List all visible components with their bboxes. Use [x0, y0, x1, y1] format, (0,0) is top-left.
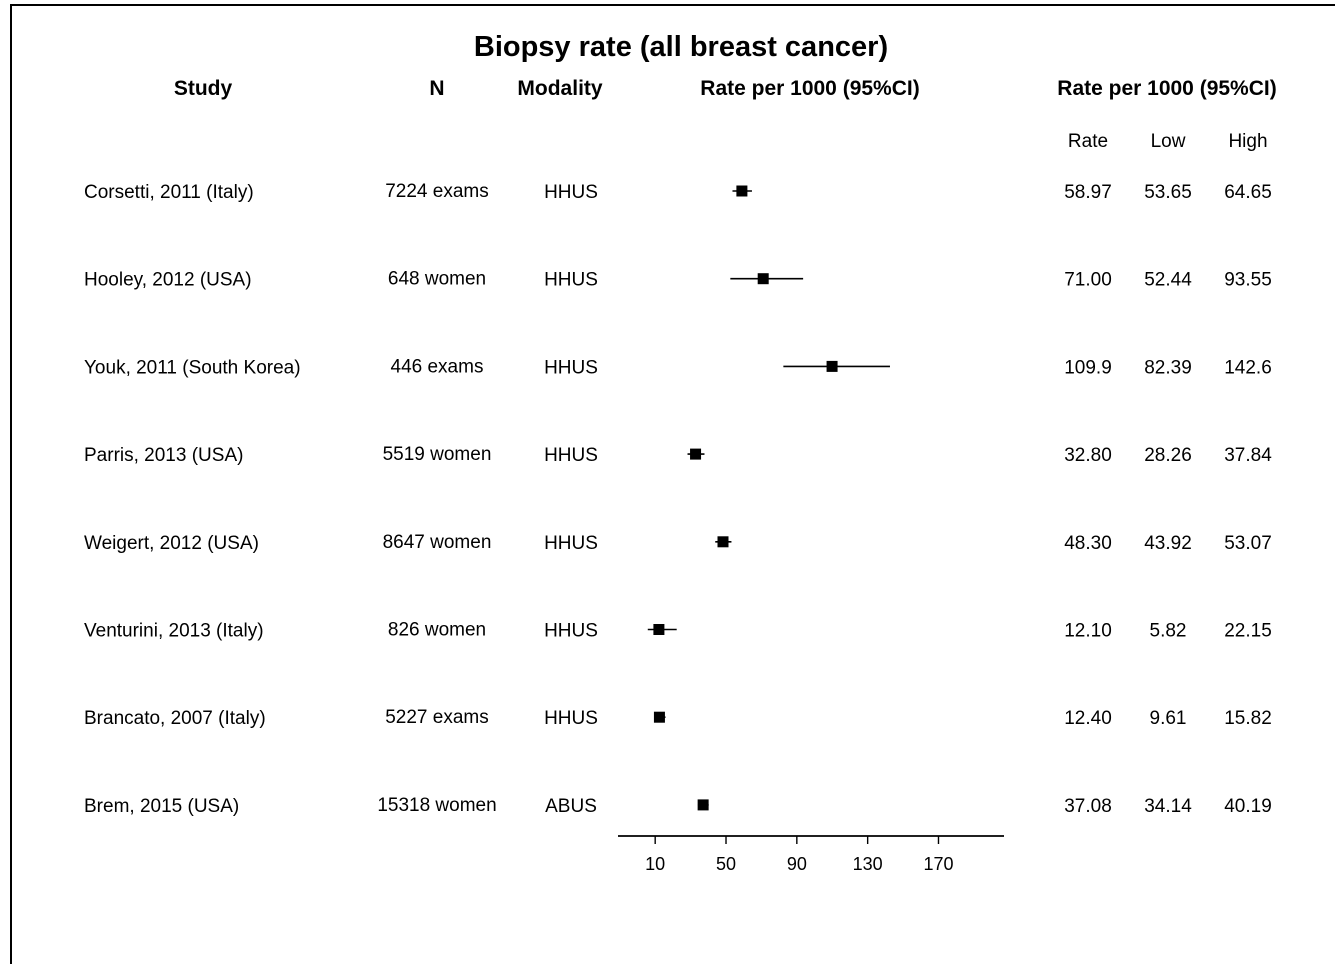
sample-size: 8647 women [383, 532, 492, 553]
high-value: 37.84 [1224, 445, 1272, 466]
x-tick-label: 90 [787, 854, 807, 874]
rate-value: 48.30 [1064, 533, 1112, 554]
rate-value: 71.00 [1064, 270, 1112, 291]
modality-label: ABUS [545, 796, 597, 817]
x-axis: 10 50 90 130 170 [618, 835, 1004, 874]
study-label: Brancato, 2007 (Italy) [84, 708, 266, 729]
high-value: 22.15 [1224, 621, 1272, 642]
modality-label: HHUS [544, 708, 598, 729]
study-label: Weigert, 2012 (USA) [84, 533, 259, 554]
rate-marker [697, 799, 709, 811]
modality-label: HHUS [544, 270, 598, 291]
rate-marker [826, 360, 838, 372]
rate-marker [653, 711, 665, 723]
sample-size: 648 women [388, 269, 486, 290]
low-value: 34.14 [1144, 796, 1192, 817]
x-tick-label: 130 [853, 854, 883, 874]
rate-marker [717, 536, 729, 548]
modality-label: HHUS [544, 621, 598, 642]
header-plot: Rate per 1000 (95%CI) [700, 77, 919, 100]
subheader-high: High [1228, 131, 1267, 152]
rate-marker [690, 448, 702, 460]
rate-value: 109.9 [1064, 357, 1112, 378]
modality-label: HHUS [544, 533, 598, 554]
sample-size: 446 exams [391, 356, 484, 377]
study-label: Hooley, 2012 (USA) [84, 270, 252, 291]
modality-label: HHUS [544, 445, 598, 466]
high-value: 142.6 [1224, 357, 1272, 378]
header-modality: Modality [517, 77, 602, 100]
rate-value: 58.97 [1064, 182, 1112, 203]
low-value: 82.39 [1144, 357, 1192, 378]
low-value: 9.61 [1150, 708, 1187, 729]
x-tick-label: 50 [716, 854, 736, 874]
rate-value: 32.80 [1064, 445, 1112, 466]
chart-title: Biopsy rate (all breast cancer) [474, 31, 888, 63]
rate-value: 12.10 [1064, 621, 1112, 642]
low-value: 28.26 [1144, 445, 1192, 466]
high-value: 53.07 [1224, 533, 1272, 554]
low-value: 43.92 [1144, 533, 1192, 554]
study-label: Corsetti, 2011 (Italy) [84, 182, 254, 203]
study-label: Youk, 2011 (South Korea) [84, 357, 301, 378]
study-rows: Corsetti, 2011 (Italy) 7224 exams HHUS 58.9… [84, 181, 1272, 817]
sample-size: 5227 exams [385, 707, 489, 728]
rate-marker [653, 624, 665, 635]
rate-marker [736, 185, 748, 197]
header-n: N [429, 77, 444, 100]
figure-frame [10, 4, 1335, 964]
study-label: Parris, 2013 (USA) [84, 445, 243, 466]
high-value: 40.19 [1224, 796, 1272, 817]
subheader-rate: Rate [1068, 131, 1108, 152]
subheader-low: Low [1151, 131, 1186, 152]
sample-size: 5519 women [383, 444, 492, 465]
rate-value: 37.08 [1064, 796, 1112, 817]
header-table: Rate per 1000 (95%CI) [1057, 77, 1276, 100]
low-value: 5.82 [1150, 621, 1187, 642]
rate-value: 12.40 [1064, 708, 1112, 729]
x-tick-label: 10 [645, 854, 665, 874]
sample-size: 15318 women [377, 795, 496, 816]
low-value: 53.65 [1144, 182, 1192, 203]
high-value: 15.82 [1224, 708, 1272, 729]
header-study: Study [174, 77, 233, 100]
modality-label: HHUS [544, 182, 598, 203]
high-value: 93.55 [1224, 270, 1272, 291]
low-value: 52.44 [1144, 270, 1192, 291]
study-label: Brem, 2015 (USA) [84, 796, 239, 817]
study-label: Venturini, 2013 (Italy) [84, 621, 264, 642]
rate-marker [757, 273, 769, 285]
sample-size: 826 women [388, 620, 486, 641]
high-value: 64.65 [1224, 182, 1272, 203]
sample-size: 7224 exams [385, 181, 489, 202]
modality-label: HHUS [544, 357, 598, 378]
x-tick-label: 170 [923, 854, 953, 874]
